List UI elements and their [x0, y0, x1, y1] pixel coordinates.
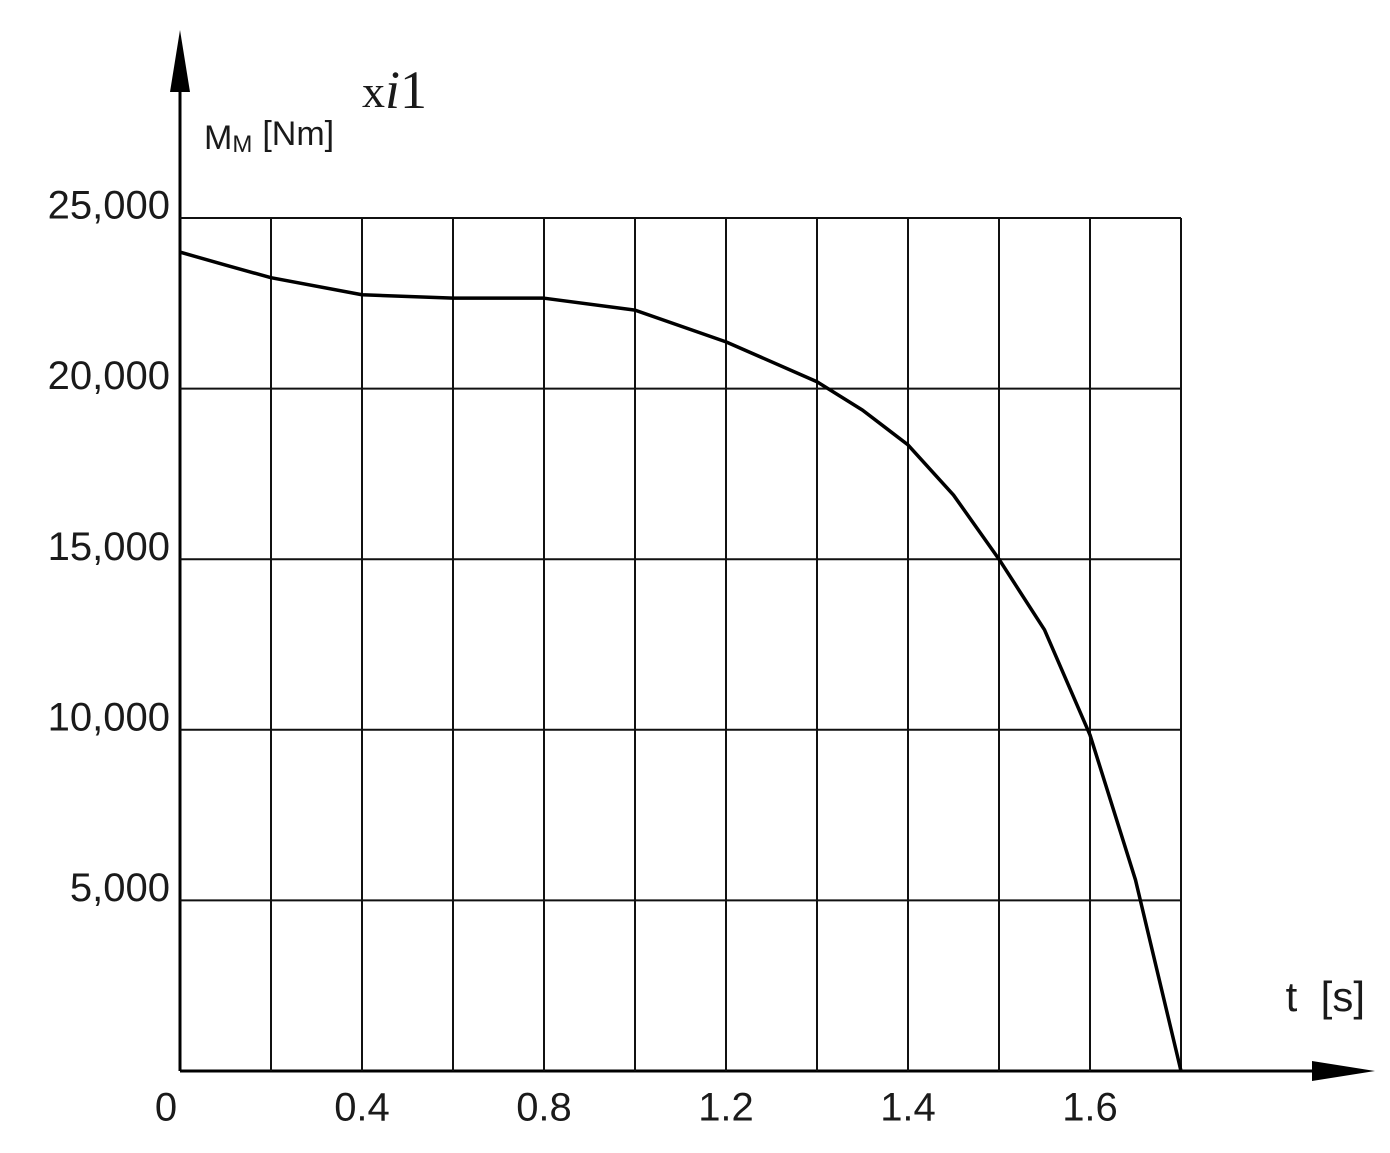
x-tick-label: 1.6 [1062, 1086, 1118, 1130]
y-tick-label: 25,000 [48, 184, 170, 228]
curve [179, 250, 1183, 1072]
annotation: xi1 [362, 60, 427, 120]
x-tick-label: 0.4 [334, 1086, 390, 1130]
annotation-part: x [362, 66, 385, 117]
y-arrow [170, 30, 190, 92]
x-arrow [1312, 1061, 1375, 1081]
y-label-unit: [Nm] [262, 115, 334, 153]
x-tick-label: 0.8 [516, 1086, 572, 1130]
y-tick-label: 15,000 [48, 525, 170, 569]
y-label-sub: M [232, 131, 252, 158]
y-label-symbol: M [204, 119, 232, 157]
y-tick-label: 10,000 [48, 695, 170, 739]
annotation-part: i [385, 60, 400, 120]
y-label: MM [Nm] [204, 115, 334, 158]
y-tick-label: 20,000 [48, 354, 170, 398]
x-tick-label: 1.2 [698, 1086, 754, 1130]
y-tick-label: 5,000 [70, 866, 170, 910]
x-tick-label: 0 [155, 1086, 177, 1130]
x-tick-label: 1.4 [880, 1086, 936, 1130]
x-label: t [s] [1286, 973, 1365, 1020]
annotation-part: 1 [400, 60, 427, 120]
